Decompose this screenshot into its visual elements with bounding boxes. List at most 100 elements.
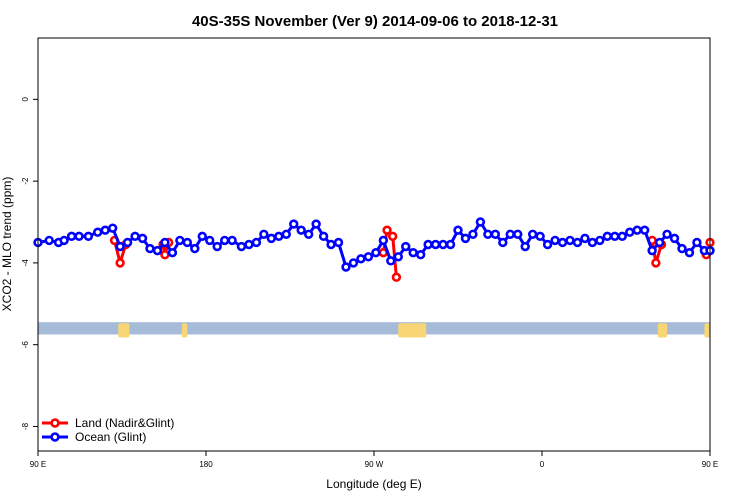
ocean-series-point	[83, 231, 94, 242]
x-tick-label: 90 E	[702, 460, 718, 469]
ocean-series-point	[44, 235, 54, 246]
legend-land-marker	[50, 418, 60, 428]
land-patch	[398, 323, 427, 338]
ocean-series-point	[587, 237, 598, 248]
ocean-series-point	[356, 254, 366, 264]
ocean-series-point	[363, 252, 374, 262]
ocean-series-point	[167, 247, 178, 258]
land-patch	[657, 323, 668, 338]
ocean-series-point	[453, 225, 463, 235]
ocean-series-point	[430, 239, 441, 250]
y-tick-label: 0	[21, 97, 30, 102]
ocean-series-point	[219, 235, 230, 246]
land-series-point	[382, 225, 392, 235]
ocean-series-point	[318, 231, 329, 242]
ocean-series-line	[37, 219, 710, 270]
ocean-series-point	[311, 219, 321, 229]
x-axis-label: Longitude (deg E)	[326, 477, 421, 491]
land-series-point	[387, 231, 398, 242]
ocean-series-point	[386, 256, 396, 266]
ocean-series-point	[460, 233, 471, 244]
ocean-series-point	[684, 247, 695, 258]
ocean-series-point	[190, 243, 200, 254]
ocean-series-point	[182, 237, 193, 248]
legend: Land (Nadir&Glint)Ocean (Glint)	[42, 416, 174, 444]
ocean-series-point	[296, 225, 306, 235]
ocean-series-point	[625, 227, 635, 237]
ocean-series-point	[244, 239, 254, 250]
ocean-series-point	[251, 237, 262, 248]
ocean-series-point	[100, 225, 110, 235]
ocean-series-point	[557, 237, 568, 248]
ocean-series-point	[66, 231, 77, 242]
ocean-series-point	[498, 237, 508, 248]
ocean-series-point	[647, 245, 657, 256]
ocean-series-point	[505, 229, 515, 239]
land-patch	[181, 323, 188, 338]
ocean-series-point	[415, 250, 426, 260]
ocean-series-point	[137, 233, 148, 244]
y-tick-label: -6	[21, 341, 30, 349]
ocean-series-point	[236, 241, 247, 252]
ocean-series-point	[408, 247, 418, 258]
ocean-series-point	[93, 227, 103, 237]
ocean-series-point	[122, 237, 133, 248]
ocean-series-point	[677, 243, 687, 254]
ocean-series-point	[259, 229, 269, 239]
ocean-series-point	[475, 217, 486, 227]
chart-title: 40S-35S November (Ver 9) 2014-09-06 to 2…	[192, 13, 558, 30]
ocean-series-point	[145, 243, 155, 254]
ocean-series-point	[378, 235, 389, 246]
ocean-series-point	[281, 229, 291, 239]
ocean-series-point	[227, 235, 237, 246]
ocean-series-point	[535, 231, 545, 242]
ocean-series-point	[401, 241, 411, 252]
land-series-point	[115, 258, 125, 268]
land-series-point	[651, 258, 661, 268]
ocean-series-point	[445, 239, 456, 250]
ocean-series-point	[580, 233, 590, 244]
ocean-series-point	[513, 229, 523, 239]
ocean-series-point	[669, 233, 680, 244]
ocean-series-point	[289, 219, 299, 229]
ocean-series-point	[130, 231, 140, 242]
plot-frame	[37, 37, 711, 452]
ocean-series-point	[212, 241, 222, 252]
x-tick-label: 180	[199, 460, 213, 469]
land-ocean-band	[38, 322, 710, 338]
ocean-series-point	[274, 231, 284, 242]
ocean-series-point	[527, 229, 538, 239]
ocean-series-point	[610, 231, 620, 242]
ocean-series-point	[662, 229, 672, 239]
ocean-series-point	[74, 231, 84, 242]
ocean-series-point	[483, 229, 493, 239]
ocean-series-point	[160, 237, 170, 248]
legend-land-label: Land (Nadir&Glint)	[75, 416, 174, 430]
ocean-series-point	[468, 229, 478, 239]
land-patch	[118, 323, 130, 338]
ocean-series-point	[520, 241, 530, 252]
ocean-series-point	[205, 235, 215, 246]
ocean-series-point	[617, 231, 627, 242]
ocean-series-point	[393, 252, 403, 262]
land-series-point	[391, 272, 402, 282]
land-series-point	[160, 250, 170, 260]
ocean-series-point	[423, 239, 433, 250]
y-tick-label: -2	[21, 177, 30, 185]
ocean-series-point	[654, 237, 665, 248]
ocean-band	[38, 322, 710, 335]
x-tick-label: 0	[540, 460, 545, 469]
ocean-series-point	[326, 239, 336, 250]
ocean-series-point	[371, 247, 381, 258]
x-tick-label: 90 E	[30, 460, 46, 469]
ocean-series-point	[632, 225, 642, 235]
ocean-series-point	[438, 239, 448, 250]
ocean-series-point	[595, 235, 605, 246]
ocean-series-point	[639, 225, 650, 235]
ocean-series-point	[333, 237, 344, 248]
y-tick-label: -8	[21, 422, 30, 430]
ocean-series-point	[572, 237, 583, 248]
y-tick-label: -4	[21, 259, 30, 267]
x-tick-label: 90 W	[365, 460, 384, 469]
